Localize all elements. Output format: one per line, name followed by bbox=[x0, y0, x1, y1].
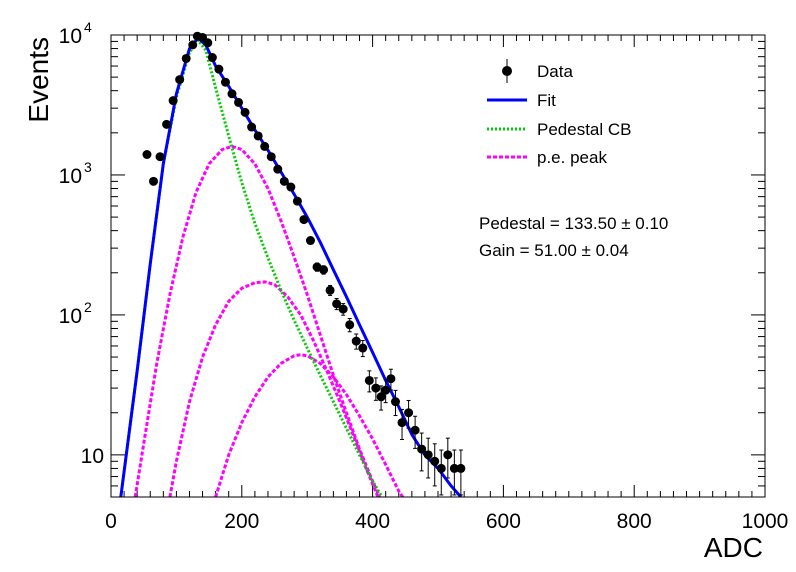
data-point bbox=[214, 64, 224, 74]
plot-frame bbox=[110, 34, 766, 498]
data-point bbox=[371, 383, 381, 393]
data-point bbox=[449, 463, 459, 473]
data-point bbox=[227, 89, 237, 99]
y-tick-label: 10 bbox=[59, 25, 82, 48]
data-point bbox=[188, 40, 198, 50]
data-point bbox=[299, 215, 309, 225]
data-point bbox=[247, 122, 257, 132]
legend-label: Fit bbox=[537, 91, 556, 110]
y-tick-label: 10 bbox=[81, 445, 104, 468]
data-point bbox=[325, 285, 335, 295]
x-tick-label: 400 bbox=[355, 510, 390, 533]
data-point bbox=[168, 96, 178, 106]
data-point bbox=[456, 463, 466, 473]
data-point bbox=[319, 265, 329, 275]
data-point bbox=[390, 397, 400, 407]
data-point bbox=[155, 152, 165, 162]
y-axis-label: Events bbox=[23, 37, 54, 123]
legend-label: p.e. peak bbox=[537, 148, 607, 167]
data-point bbox=[286, 182, 296, 192]
data-point bbox=[279, 176, 289, 186]
data-point bbox=[273, 164, 283, 174]
y-tick-label: 10 bbox=[59, 305, 82, 328]
data-point bbox=[260, 141, 270, 151]
data-point bbox=[364, 375, 374, 385]
data-point bbox=[203, 38, 213, 48]
data-point bbox=[345, 320, 355, 330]
data-point bbox=[149, 176, 159, 186]
data-point bbox=[376, 392, 386, 402]
pe-peak-curve-2 bbox=[168, 280, 380, 497]
data-point bbox=[436, 463, 446, 473]
data-point bbox=[240, 107, 250, 117]
data-point bbox=[423, 450, 433, 460]
data-point bbox=[351, 336, 361, 346]
data-point bbox=[142, 150, 152, 160]
data-point bbox=[207, 53, 217, 63]
data-point bbox=[220, 77, 230, 87]
data-point bbox=[430, 456, 440, 466]
data-point bbox=[253, 131, 263, 141]
pe-peak-curve-3 bbox=[214, 353, 405, 497]
x-tick-label: 800 bbox=[617, 510, 652, 533]
data-point bbox=[162, 119, 172, 129]
data-point bbox=[175, 75, 185, 85]
legend: Data Fit Pedestal CB p.e. peak bbox=[487, 59, 632, 167]
gain-annotation: Gain = 51.00 ± 0.04 bbox=[479, 241, 629, 260]
x-tick-label: 200 bbox=[224, 510, 259, 533]
data-point bbox=[266, 152, 276, 162]
y-tick-exponent: 2 bbox=[84, 299, 92, 315]
data-point bbox=[181, 53, 191, 63]
pedestal-annotation: Pedestal = 133.50 ± 0.10 bbox=[479, 214, 668, 233]
y-tick-label: 10 bbox=[59, 165, 82, 188]
data-point bbox=[381, 385, 391, 395]
pe-peak-curve-1 bbox=[133, 144, 382, 497]
y-tick-exponent: 4 bbox=[84, 19, 92, 35]
legend-label: Data bbox=[537, 62, 573, 81]
x-axis-label: ADC bbox=[704, 532, 763, 563]
legend-label: Pedestal CB bbox=[537, 120, 632, 139]
data-point bbox=[417, 444, 427, 454]
y-tick-exponent: 3 bbox=[84, 159, 92, 175]
data-point bbox=[234, 97, 244, 107]
data-points-layer bbox=[142, 31, 466, 496]
x-tick-label: 600 bbox=[486, 510, 521, 533]
data-point bbox=[332, 299, 342, 309]
data-point bbox=[358, 343, 368, 353]
x-tick-label: 1000 bbox=[742, 510, 789, 533]
data-point bbox=[338, 304, 348, 314]
x-tick-label: 0 bbox=[105, 510, 117, 533]
x-tick-labels: 0 200 400 600 800 1000 bbox=[105, 510, 788, 533]
data-point bbox=[305, 236, 315, 246]
data-point bbox=[404, 408, 414, 418]
data-point bbox=[443, 450, 453, 460]
data-point bbox=[410, 425, 420, 435]
data-point bbox=[397, 418, 407, 428]
legend-swatch-marker bbox=[502, 66, 512, 76]
data-point bbox=[292, 196, 302, 206]
data-point bbox=[386, 374, 396, 384]
